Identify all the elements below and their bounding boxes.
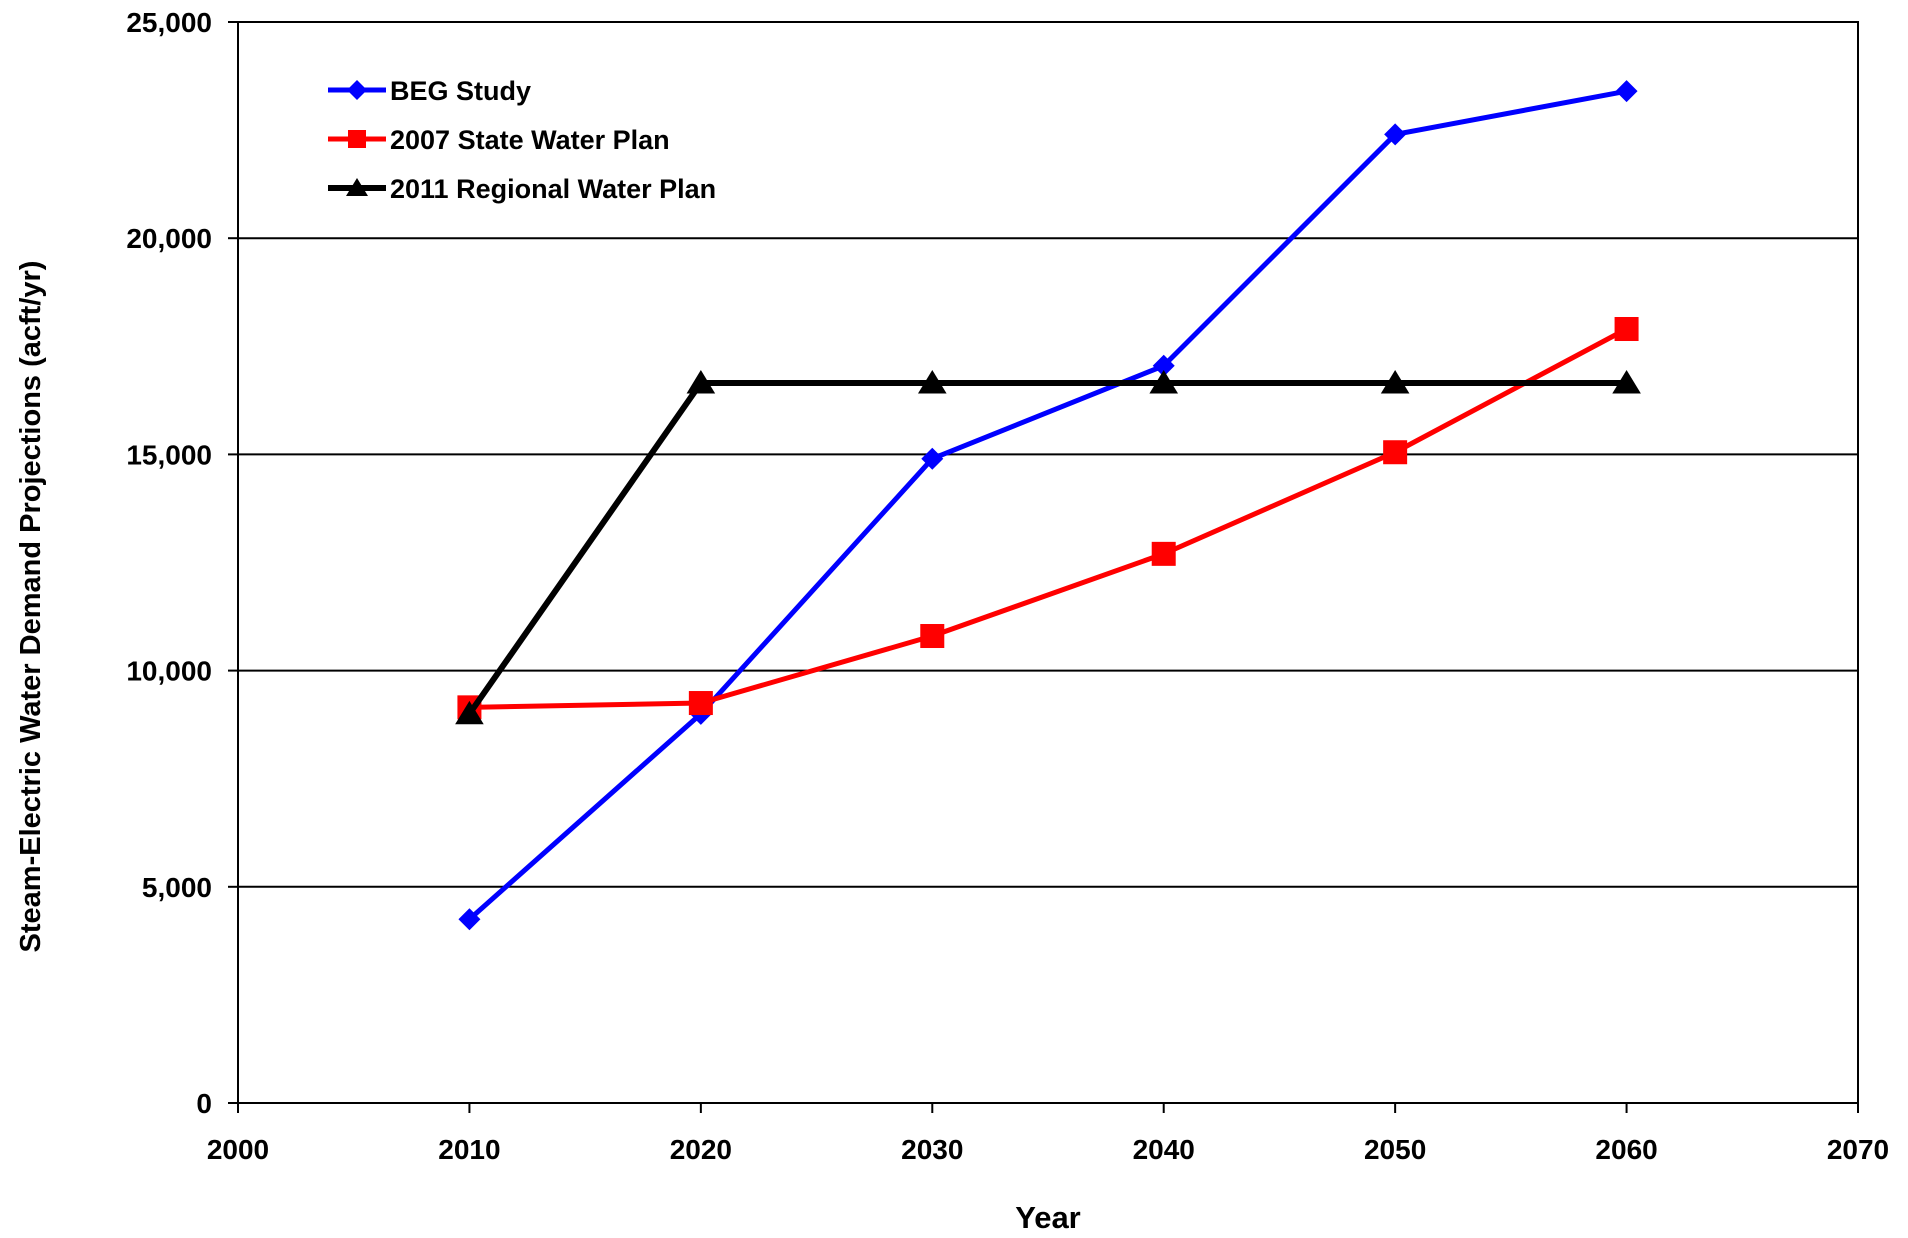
data-point-1-2030 (920, 624, 945, 649)
legend: BEG Study 2007 State Water Plan 2011 Regio… (328, 76, 716, 204)
x-tick-label-2040: 2040 (1133, 1134, 1195, 1165)
legend-label-2: 2011 Regional Water Plan (390, 174, 716, 204)
x-axis-label: Year (1015, 1200, 1081, 1233)
data-point-1-2040 (1151, 541, 1176, 566)
y-tick-label-0: 0 (196, 1088, 212, 1119)
series-2 (455, 370, 1641, 725)
y-tick-label-25000: 25,000 (126, 7, 212, 38)
x-tick-label-2070: 2070 (1827, 1134, 1889, 1165)
y-tick-label-15000: 15,000 (126, 439, 212, 470)
legend-item-0: BEG Study (328, 76, 531, 106)
data-point-0-2030 (921, 447, 944, 470)
data-point-1-2050 (1383, 440, 1408, 465)
x-tick-label-2060: 2060 (1595, 1134, 1657, 1165)
y-tick-label-20000: 20,000 (126, 223, 212, 254)
legend-item-2: 2011 Regional Water Plan (328, 174, 716, 204)
data-point-2-2030 (917, 370, 947, 394)
legend-marker-1 (348, 130, 366, 148)
legend-label-0: BEG Study (390, 76, 531, 106)
series-0 (458, 80, 1638, 931)
axes: 0 5,000 10,000 15,000 20,000 25,000 2000 2010 20… (126, 7, 1889, 1165)
data-point-0-2060 (1615, 80, 1638, 103)
series-line-2 (466, 380, 1627, 716)
data-point-2-2020 (686, 370, 716, 394)
legend-item-1: 2007 State Water Plan (328, 125, 670, 155)
data-point-2-2060 (1612, 370, 1641, 394)
data-point-1-2020 (688, 691, 713, 716)
data-point-2-2050 (1380, 370, 1410, 394)
x-tick-label-2000: 2000 (207, 1134, 269, 1165)
x-tick-label-2020: 2020 (670, 1134, 732, 1165)
y-axis-label: Steam-Electric Water Demand Projections … (15, 261, 47, 953)
y-tick-label-10000: 10,000 (126, 656, 212, 687)
series-group (455, 80, 1641, 931)
x-tick-label-2050: 2050 (1364, 1134, 1426, 1165)
data-point-0-2010 (458, 908, 481, 931)
data-point-0-2040 (1152, 354, 1175, 377)
plot-area (237, 21, 1859, 1104)
legend-label-1: 2007 State Water Plan (390, 125, 670, 155)
x-tick-label-2010: 2010 (438, 1134, 500, 1165)
legend-marker-0 (347, 80, 367, 100)
legend-marker-2 (346, 178, 368, 196)
series-1 (457, 317, 1639, 720)
data-point-2-2040 (1149, 370, 1179, 394)
y-tick-label-5000: 5,000 (142, 872, 212, 903)
data-point-2-2010 (455, 700, 484, 725)
data-point-1-2060 (1614, 317, 1639, 342)
series-line-0 (467, 88, 1628, 922)
series-line-1 (469, 326, 1628, 710)
x-tick-label-2030: 2030 (901, 1134, 963, 1165)
data-point-0-2050 (1384, 123, 1407, 146)
gridlines (238, 237, 1858, 888)
